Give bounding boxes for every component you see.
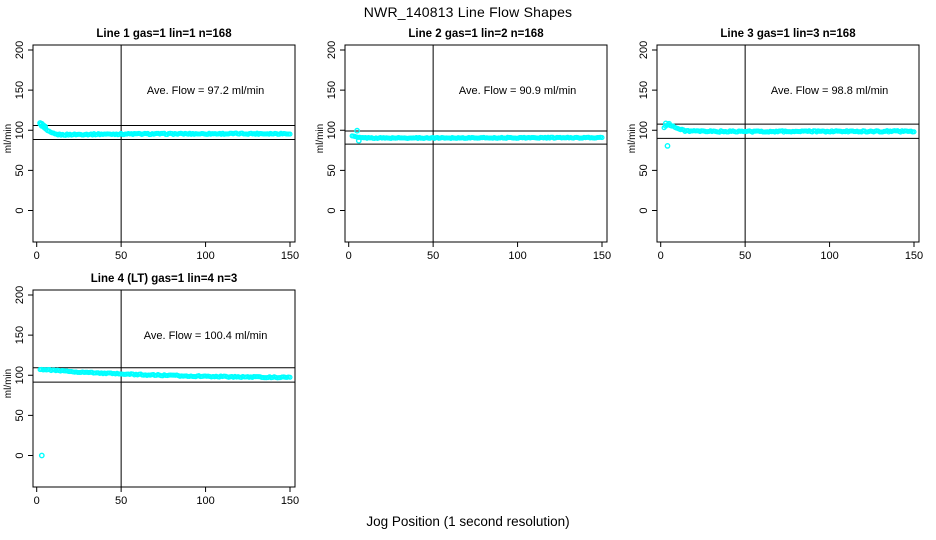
y-tick-label: 200 [326,41,338,59]
plot-box [32,44,296,243]
data-point [911,129,917,135]
x-tick-label: 100 [196,250,214,262]
x-tick-label: 0 [34,250,40,262]
y-tick-label: 0 [14,207,26,213]
x-tick-label: 150 [281,250,299,262]
panel-line-4: Line 4 (LT) gas=1 lin=4 n=3 0 50 100 150 0 50 1… [0,245,312,507]
x-tick-label: 50 [427,250,439,262]
panel-title: Line 3 gas=1 lin=3 n=168 [720,28,856,40]
y-tick-label: 200 [14,41,26,59]
outlier-point [354,127,360,134]
y-tick-label: 200 [14,286,26,304]
data-points [661,122,917,135]
x-tick-label: 100 [508,250,526,262]
y-tick-label: 100 [326,121,338,139]
plot-box [344,44,608,243]
outlier-point [664,142,671,149]
outlier-point [666,120,672,127]
plot-box [32,289,296,488]
x-tick-label: 150 [905,250,923,262]
y-tick-label: 200 [638,41,650,59]
ave-flow-annotation: Ave. Flow = 98.8 ml/min [771,85,888,97]
panel-title: Line 1 gas=1 lin=1 n=168 [96,28,232,40]
x-tick-label: 50 [115,250,127,262]
x-tick-label: 50 [115,495,127,507]
panel-title: Line 2 gas=1 lin=2 n=168 [408,28,544,40]
plot-area: Line 1 gas=1 lin=1 n=168 0 50 100 150 0 50 100 1… [3,28,299,262]
y-axis-label: ml/min [315,124,326,153]
panel-line-3: Line 3 gas=1 lin=3 n=168 0 50 100 150 0 50 100 1… [624,0,936,262]
x-tick-label: 150 [281,495,299,507]
y-tick-label: 100 [638,121,650,139]
y-tick-label: 50 [638,164,650,176]
y-axis-label: ml/min [627,124,638,153]
data-point [287,131,293,137]
data-point [599,135,605,141]
plot-area: Line 4 (LT) gas=1 lin=4 n=3 0 50 100 150 0 50 1… [3,273,299,507]
ave-flow-annotation: Ave. Flow = 97.2 ml/min [147,85,264,97]
y-tick-label: 150 [14,81,26,99]
plot-area: Line 3 gas=1 lin=3 n=168 0 50 100 150 0 50 100 1… [627,28,923,262]
outlier-point [662,120,669,127]
panel-line-1: Line 1 gas=1 lin=1 n=168 0 50 100 150 0 50 100 1… [0,0,312,262]
figure-title: NWR_140813 Line Flow Shapes [363,4,573,20]
panel-title: Line 4 (LT) gas=1 lin=4 n=3 [91,273,237,285]
x-tick-label: 100 [820,250,838,262]
y-axis-label: ml/min [3,369,14,398]
data-points [37,121,293,138]
y-tick-label: 0 [638,207,650,213]
plot-box [656,44,920,243]
y-tick-label: 100 [14,121,26,139]
y-tick-label: 50 [14,164,26,176]
y-tick-label: 150 [14,326,26,344]
y-tick-label: 50 [14,409,26,421]
x-tick-label: 50 [739,250,751,262]
ave-flow-annotation: Ave. Flow = 100.4 ml/min [144,330,268,342]
x-tick-label: 150 [593,250,611,262]
y-axis-label: ml/min [3,124,14,153]
plot-area: Line 2 gas=1 lin=2 n=168 0 50 100 150 0 50 100 1… [315,28,611,262]
y-tick-label: 0 [14,452,26,458]
data-points [37,366,293,381]
x-axis-label: Jog Position (1 second resolution) [366,514,570,529]
ave-flow-annotation: Ave. Flow = 90.9 ml/min [459,85,576,97]
data-point [287,374,293,380]
y-tick-label: 100 [14,366,26,384]
data-points [349,133,605,142]
panel-line-2: Line 2 gas=1 lin=2 n=168 0 50 100 150 0 50 100 1… [312,0,624,262]
x-tick-label: 0 [34,495,40,507]
x-tick-label: 0 [658,250,664,262]
y-tick-label: 150 [638,81,650,99]
y-tick-label: 50 [326,164,338,176]
y-tick-label: 150 [326,81,338,99]
outlier-point [38,452,45,459]
y-tick-label: 0 [326,207,338,213]
x-tick-label: 0 [346,250,352,262]
x-tick-label: 100 [196,495,214,507]
outlier-point [355,137,362,144]
outlier-point [42,123,48,130]
